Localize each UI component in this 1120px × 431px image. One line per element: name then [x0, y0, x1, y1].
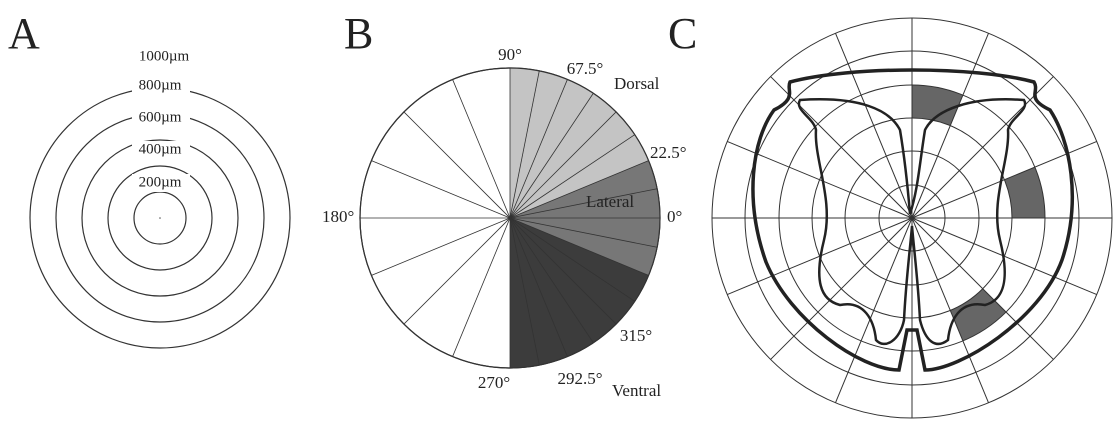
grid-spoke: [771, 218, 912, 359]
panel-label: A: [8, 9, 40, 58]
grid-spoke: [835, 218, 912, 403]
angle-label: 292.5°: [557, 369, 602, 388]
panel-label: B: [344, 9, 373, 58]
gray-cell: [912, 85, 963, 126]
region-label: Dorsal: [614, 74, 660, 93]
panel-c: [712, 18, 1112, 418]
angle-label: 0°: [667, 207, 682, 226]
grid-spoke: [771, 77, 912, 218]
region-label: Ventral: [612, 381, 661, 400]
ring-label: 1000µm: [139, 48, 190, 64]
ring-label: 400µm: [139, 141, 182, 157]
ring-label: 600µm: [139, 109, 182, 125]
angle-label: 22.5°: [650, 143, 687, 162]
angle-label: 67.5°: [567, 59, 604, 78]
grid-spoke: [912, 218, 1053, 359]
region-label: Lateral: [586, 192, 634, 211]
center: [159, 217, 161, 219]
angle-label: 315°: [620, 326, 652, 345]
panel-b: 90° 67.5° 22.5° 0° 315° 292.5° 270° 180° Dorsal L…: [322, 45, 687, 400]
ring-label: 800µm: [139, 77, 182, 93]
figure: A B C 200µm 400µm 600µm 800µm 1000µm 90° 67.5…: [0, 0, 1120, 431]
panel-a: 200µm 400µm 600µm 800µm 1000µm: [30, 48, 290, 348]
grid-spoke: [912, 33, 989, 218]
angle-label: 270°: [478, 373, 510, 392]
angle-label: 90°: [498, 45, 522, 64]
panel-label: C: [668, 9, 697, 58]
angle-label: 180°: [322, 207, 354, 226]
ring-label: 200µm: [139, 174, 182, 190]
gray-cell: [1004, 167, 1045, 218]
grid-spoke: [835, 33, 912, 218]
